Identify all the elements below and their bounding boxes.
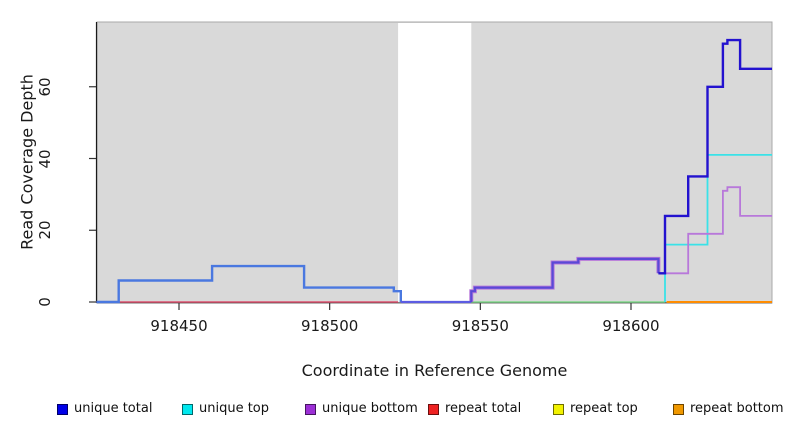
legend-label: unique total [74,401,153,416]
x-tick-label: 918550 [451,317,509,335]
y-tick-label: 40 [36,148,54,169]
legend-swatch-icon [673,404,684,415]
legend-swatch-icon [428,404,439,415]
unique-total-line-right-of-gap [470,257,660,302]
unique-total-line-left-of-gap [96,264,402,304]
legend-swatch-icon [553,404,564,415]
legend-label: repeat top [570,401,638,416]
legend-label: repeat total [445,401,522,416]
legend-label: unique top [199,401,270,416]
legend-label: unique bottom [322,401,418,416]
x-tick-label: 918450 [150,317,208,335]
unique-total-line-far-right [658,38,772,275]
legend-swatch-icon [182,404,193,415]
x-tick-label: 918600 [602,317,660,335]
y-tick-label: 60 [36,77,54,97]
legend-swatch-icon [57,404,68,415]
y-axis-title: Read Coverage Depth [17,74,37,250]
x-tick-label: 918500 [301,317,359,335]
no-data-gap-band [398,23,472,303]
unique-bottom-line [658,186,772,275]
y-tick-label: 0 [36,297,54,307]
legend-label: repeat bottom [690,401,784,416]
y-tick-label: 20 [36,220,54,240]
x-axis-title: Coordinate in Reference Genome [301,361,568,380]
legend-swatch-icon [305,404,316,415]
